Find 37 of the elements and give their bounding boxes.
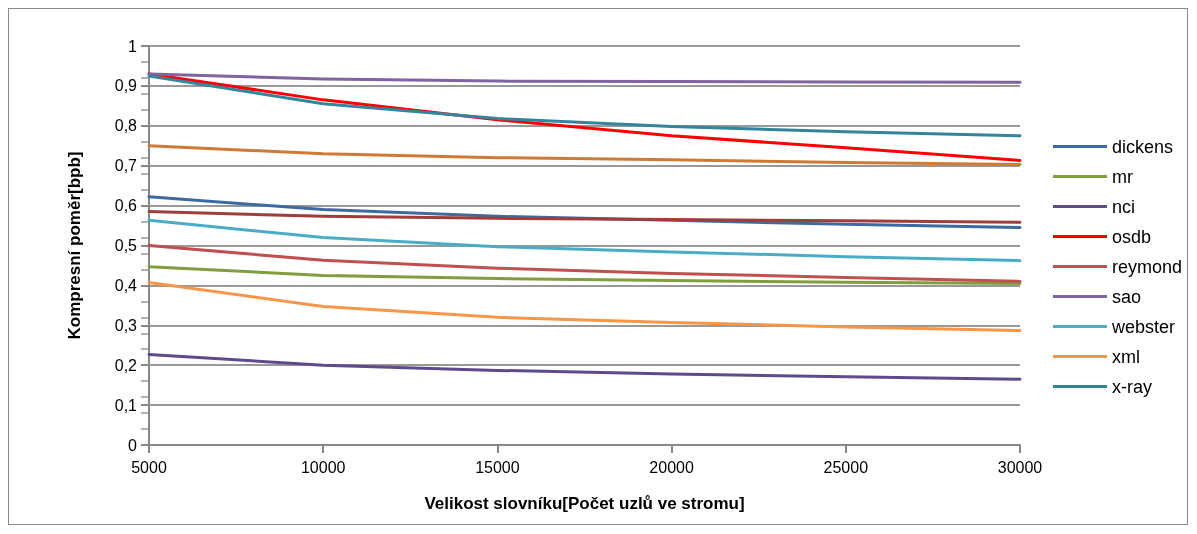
y-axis-title: Kompresní poměr[bpb]	[65, 151, 84, 340]
legend-label: x-ray	[1111, 376, 1152, 397]
y-tick-label: 0,1	[114, 396, 138, 414]
legend-label: osdb	[1111, 226, 1152, 247]
legend-label: sao	[1111, 286, 1141, 307]
x-tick-label: 25000	[823, 458, 869, 476]
y-tick-label: 0,2	[114, 356, 138, 374]
line-series	[147, 244, 1022, 283]
y-tick-label: 0,3	[114, 316, 138, 334]
line-series	[147, 281, 1022, 332]
line-series	[147, 218, 1022, 263]
legend-label: nci	[1111, 196, 1135, 217]
x-tick-label: 10000	[300, 458, 346, 476]
y-tick-label: 0,4	[114, 276, 138, 294]
x-tick-label: 5000	[131, 458, 167, 476]
legend-label: mr	[1111, 166, 1133, 187]
legend-label: reymond	[1111, 256, 1182, 277]
y-tick-label: 0	[128, 436, 138, 454]
line-series	[147, 74, 1022, 138]
line-series	[147, 352, 1022, 381]
legend-label: webster	[1110, 316, 1175, 337]
legend-label: xml	[1111, 346, 1140, 367]
line-series	[147, 72, 1022, 84]
y-tick-label: 0,8	[114, 117, 138, 135]
y-tick-label: 0,7	[114, 157, 138, 175]
y-tick-label: 1	[128, 37, 138, 55]
y-tick-label: 0,5	[114, 237, 138, 254]
x-tick-label: 30000	[997, 458, 1043, 476]
x-axis-title: Velikost slovníku[Počet uzlů ve stromu]	[424, 494, 745, 513]
x-tick-label: 20000	[649, 458, 694, 476]
line-series	[147, 265, 1022, 285]
line-series	[147, 210, 1022, 224]
y-tick-label: 0,9	[114, 77, 138, 95]
x-tick-label: 15000	[475, 458, 520, 476]
line-series	[147, 144, 1022, 166]
y-tick-label: 0,6	[114, 197, 138, 215]
legend-label: dickens	[1111, 136, 1173, 157]
